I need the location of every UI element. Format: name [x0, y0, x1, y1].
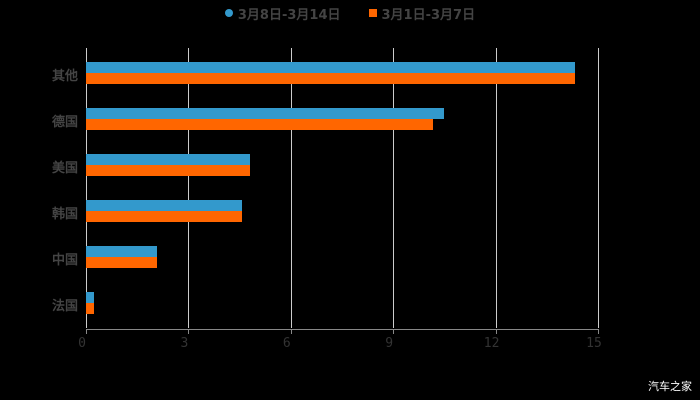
gridline: [393, 48, 395, 328]
x-tick: [290, 329, 292, 334]
chart-legend: 3月8日-3月14日 3月1日-3月7日: [0, 4, 700, 23]
bar[interactable]: [86, 303, 94, 314]
legend-marker-square-icon: [368, 9, 377, 17]
bar[interactable]: [86, 257, 157, 268]
x-tick: [393, 329, 395, 334]
legend-item-series-1[interactable]: 3月8日-3月14日: [224, 4, 341, 23]
bar[interactable]: [86, 246, 157, 257]
gridline: [290, 48, 292, 328]
bar[interactable]: [86, 200, 242, 211]
bar[interactable]: [86, 165, 250, 176]
x-tick-label: 12: [483, 336, 500, 351]
x-tick-label: 3: [180, 336, 189, 351]
category-label: 美国: [51, 161, 78, 176]
gridline: [495, 48, 497, 328]
x-axis: [86, 329, 599, 330]
bar[interactable]: [86, 108, 445, 119]
bar[interactable]: [86, 292, 94, 303]
x-tick-label: 0: [78, 336, 86, 351]
x-tick: [188, 329, 190, 334]
legend-marker-circle-icon: [224, 9, 233, 17]
bar[interactable]: [86, 62, 576, 73]
x-tick-label: 6: [282, 336, 291, 351]
gridline: [86, 48, 87, 328]
legend-label: 3月1日-3月7日: [381, 7, 476, 23]
category-label: 德国: [51, 115, 78, 130]
gridline: [598, 48, 599, 328]
legend-item-series-2[interactable]: 3月1日-3月7日: [368, 4, 476, 23]
bar[interactable]: [86, 119, 434, 130]
bar[interactable]: [86, 211, 242, 222]
watermark: 汽车之家: [648, 380, 692, 393]
bar[interactable]: [86, 154, 250, 165]
x-tick: [598, 329, 599, 334]
x-tick-label: 9: [385, 336, 394, 351]
bar[interactable]: [86, 73, 576, 84]
x-tick: [86, 329, 87, 334]
legend-label: 3月8日-3月14日: [237, 7, 341, 23]
gridline: [188, 48, 190, 328]
category-label: 韩国: [51, 207, 78, 222]
plot-area: [86, 48, 599, 328]
category-label: 中国: [51, 253, 78, 268]
category-label: 法国: [51, 299, 78, 314]
x-tick-label: 15: [586, 336, 602, 351]
category-label: 其他: [51, 69, 78, 84]
x-tick: [495, 329, 497, 334]
